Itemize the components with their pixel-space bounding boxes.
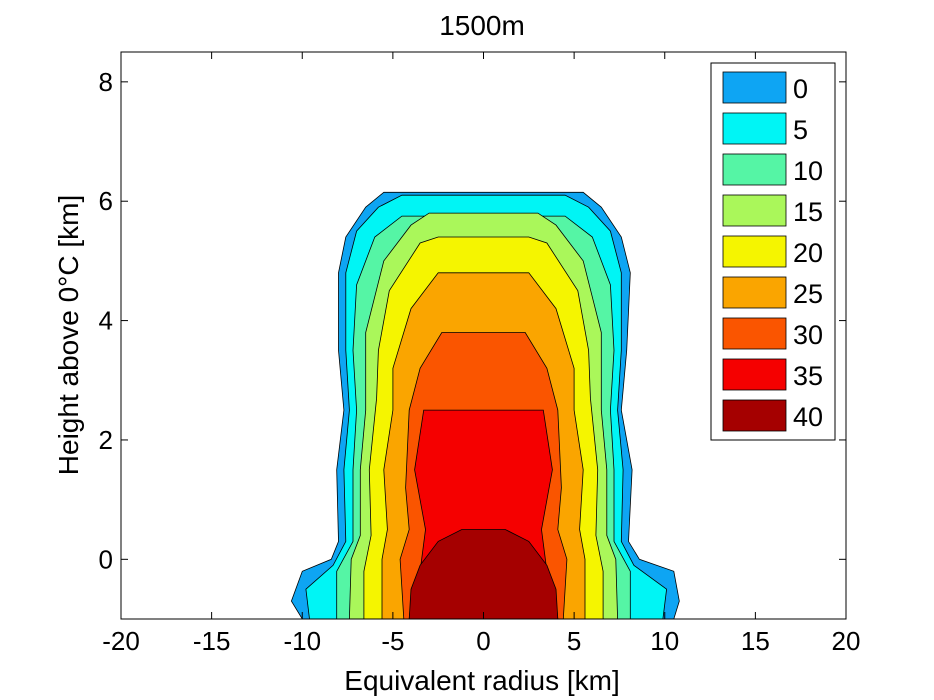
x-axis-label: Equivalent radius [km] — [344, 665, 619, 696]
x-tick-label: -15 — [193, 626, 231, 656]
legend-label-35: 35 — [793, 361, 823, 391]
x-tick-labels: -20 -15 -10 -5 0 5 10 15 20 — [102, 626, 860, 656]
x-tick-label: 0 — [476, 626, 490, 656]
y-tick-labels: 0 2 4 6 8 — [99, 67, 113, 574]
legend-swatch-30 — [722, 317, 787, 350]
legend-swatch-5 — [722, 112, 787, 145]
legend-label-30: 30 — [793, 320, 823, 350]
y-tick-label: 0 — [99, 544, 113, 574]
legend-swatch-10 — [722, 153, 787, 186]
y-tick-label: 8 — [99, 67, 113, 97]
legend-swatch-25 — [722, 276, 787, 309]
legend-label-15: 15 — [793, 197, 823, 227]
x-tick-label: 5 — [567, 626, 581, 656]
y-tick-label: 4 — [99, 306, 113, 336]
x-tick-label: -10 — [283, 626, 321, 656]
contour-fills — [290, 191, 680, 619]
legend-label-0: 0 — [793, 74, 808, 104]
legend-label-10: 10 — [793, 156, 823, 186]
legend-swatch-20 — [722, 235, 787, 268]
x-tick-label: 20 — [832, 626, 861, 656]
legend-swatch-40 — [722, 399, 787, 432]
legend-label-5: 5 — [793, 115, 808, 145]
chart-title: 1500m — [439, 10, 525, 41]
y-axis-label: Height above 0°C [km] — [53, 195, 84, 475]
x-tick-label: -20 — [102, 626, 140, 656]
legend-label-25: 25 — [793, 279, 823, 309]
legend-swatch-15 — [722, 194, 787, 227]
legend-label-40: 40 — [793, 402, 823, 432]
x-tick-label: -5 — [381, 626, 404, 656]
axis-ticks — [120, 52, 847, 619]
legend-swatch-35 — [722, 358, 787, 391]
y-tick-label: 2 — [99, 425, 113, 455]
legend-label-20: 20 — [793, 238, 823, 268]
y-tick-label: 6 — [99, 186, 113, 216]
x-tick-label: 15 — [741, 626, 770, 656]
legend-swatch-0 — [722, 71, 787, 104]
x-tick-label: 10 — [650, 626, 679, 656]
legend: 0 5 10 15 20 25 30 35 40 — [710, 62, 836, 441]
contour-level-40 — [408, 529, 559, 619]
